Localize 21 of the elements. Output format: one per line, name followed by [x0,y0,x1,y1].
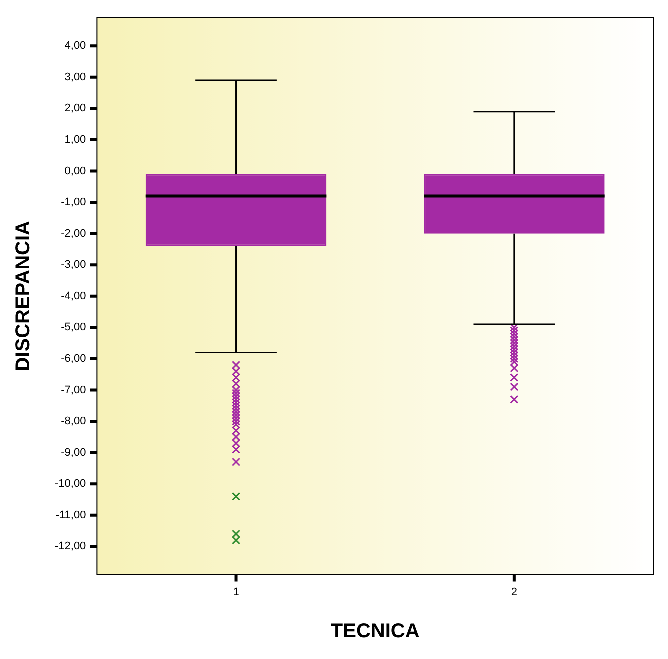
y-tick-label: 2,00 [64,102,86,115]
y-tick-label: 0,00 [64,165,86,178]
y-tick-label: -6,00 [61,352,86,365]
y-axis-title: DISCREPANCIA [12,221,35,372]
x-tick-label: 1 [233,586,240,598]
y-tick-label: 4,00 [64,40,86,52]
y-tick-label: 3,00 [64,71,86,84]
y-tick-label: -1,00 [61,196,86,209]
y-tick-label: -10,00 [54,478,86,490]
y-tick-label: -5,00 [61,322,86,334]
y-tick-label: 1,00 [64,134,86,146]
y-tick-label: -2,00 [61,228,86,240]
y-tick-label: -12,00 [54,540,86,553]
x-axis-title: TECNICA [330,620,420,643]
y-tick-label: -7,00 [61,384,86,396]
y-tick-label: -3,00 [61,259,86,272]
y-tick-label: -4,00 [61,290,86,302]
y-tick-label: -8,00 [61,416,86,428]
y-tick-label: -9,00 [61,446,86,459]
y-tick-label: -11,00 [56,509,86,522]
x-tick-label: 2 [511,586,518,598]
